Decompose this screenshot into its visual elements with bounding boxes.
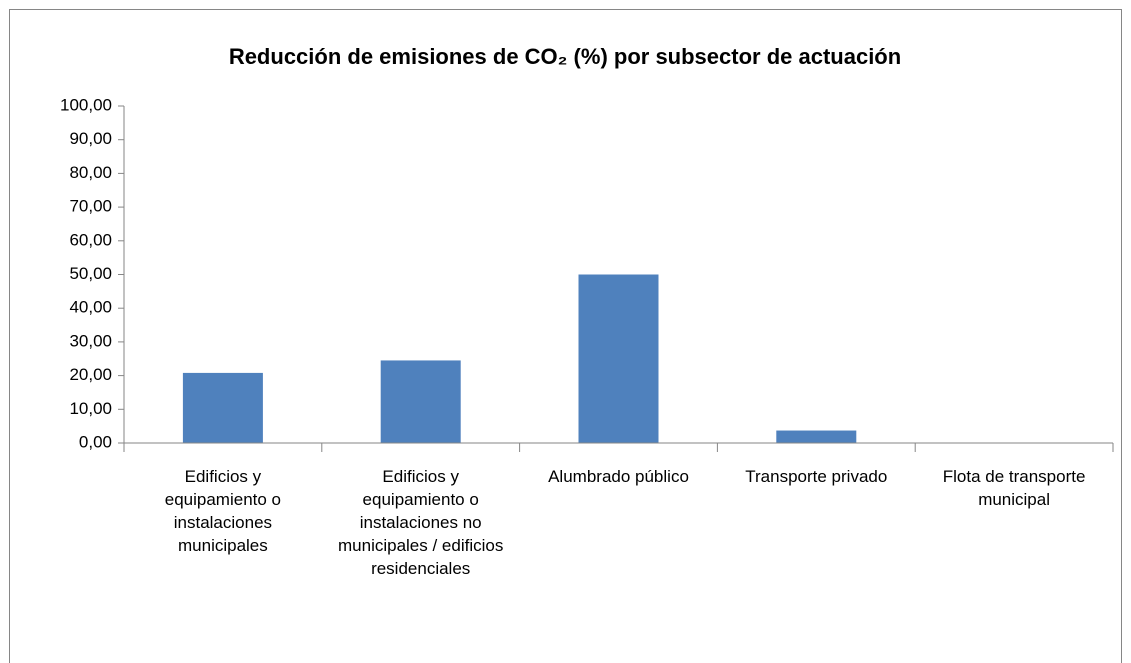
chart-title: Reducción de emisiones de CO₂ (%) por su…: [229, 44, 901, 69]
y-tick-label: 0,00: [79, 432, 112, 451]
chart-border: [9, 9, 1122, 663]
y-tick-label: 20,00: [69, 365, 112, 384]
y-tick-label: 60,00: [69, 230, 112, 249]
y-tick-label: 70,00: [69, 197, 112, 216]
y-tick-label: 90,00: [69, 129, 112, 148]
bar: [578, 274, 659, 443]
y-tick-label: 10,00: [69, 399, 112, 418]
bar: [182, 372, 263, 443]
y-tick-label: 100,00: [60, 95, 112, 114]
x-tick-label: Edificios y equipamiento o instalaciones…: [164, 467, 282, 555]
y-tick-label: 80,00: [69, 163, 112, 182]
bar: [380, 360, 461, 443]
x-tick-label: Transporte privado: [745, 467, 888, 486]
y-tick-label: 30,00: [69, 331, 112, 350]
x-tick-label: Alumbrado público: [548, 467, 689, 486]
x-tick-label: Edificios y equipamiento o instalaciones…: [338, 467, 504, 578]
bar: [776, 430, 857, 443]
x-tick-label: Flota de transporte municipal: [942, 467, 1086, 509]
y-tick-label: 50,00: [69, 264, 112, 283]
y-tick-label: 40,00: [69, 298, 112, 317]
